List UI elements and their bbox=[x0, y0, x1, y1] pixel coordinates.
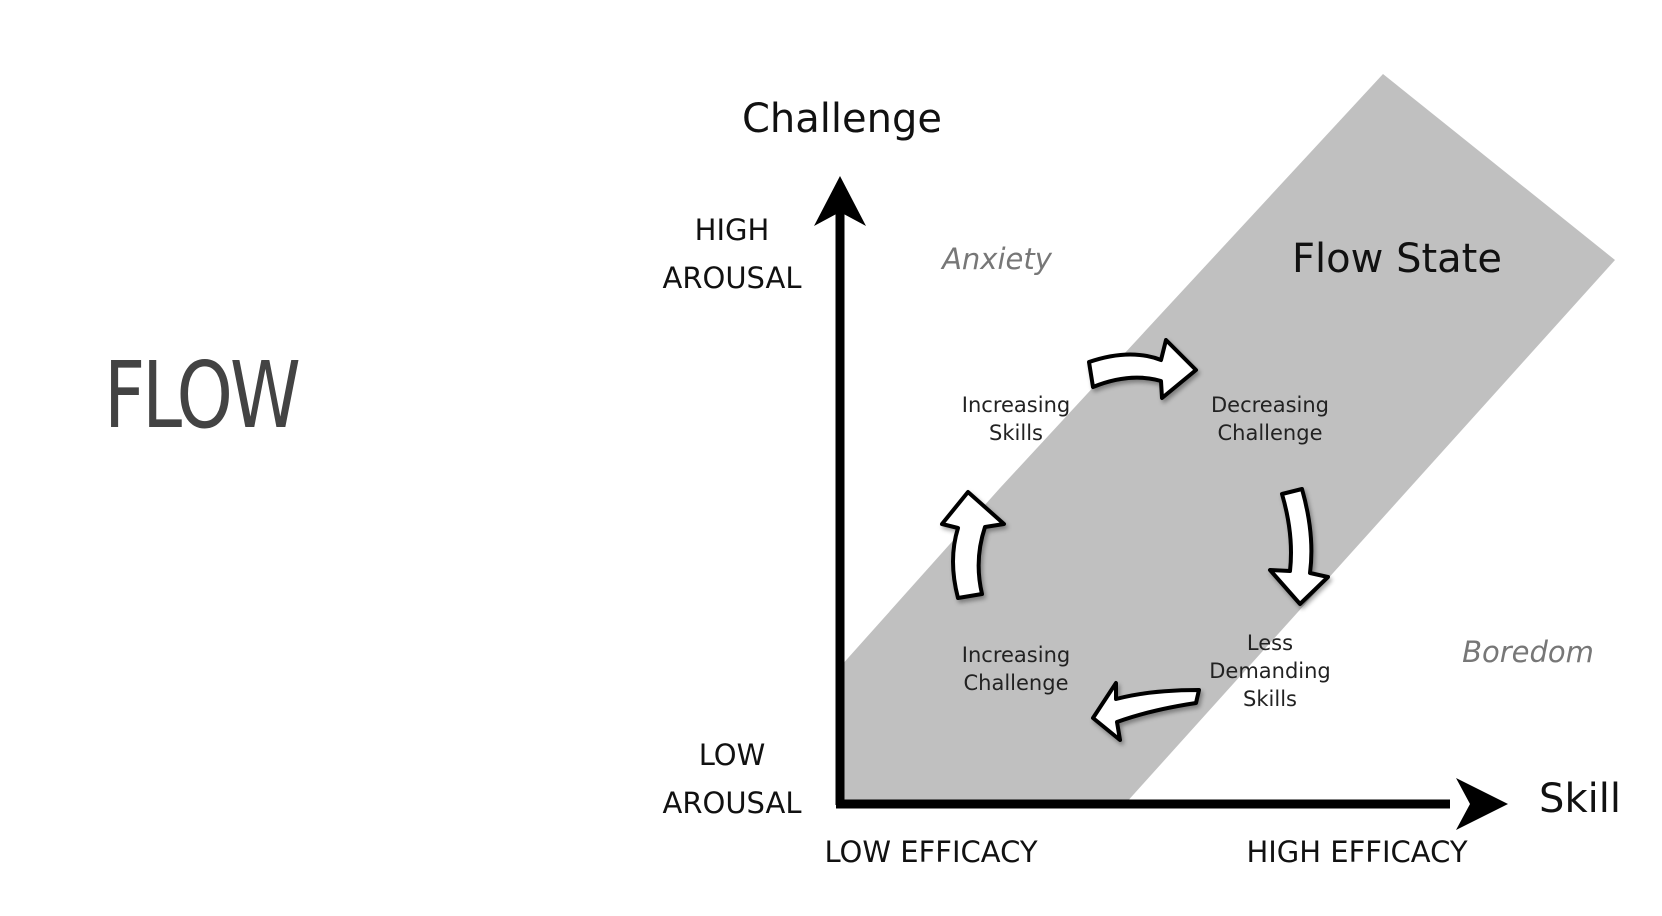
cycle-arrow-right-icon bbox=[1087, 338, 1198, 400]
step-less-demanding-skills: Less Demanding Skills bbox=[1209, 631, 1331, 711]
y-axis-arrowhead bbox=[814, 176, 866, 226]
region-boredom: Boredom bbox=[1462, 635, 1594, 669]
x-axis-arrowhead bbox=[1456, 778, 1508, 830]
step-decreasing-challenge: Decreasing Challenge bbox=[1211, 393, 1329, 445]
step-increasing-skills-line2: Skills bbox=[989, 421, 1043, 445]
x-high-label: HIGH EFFICACY bbox=[1246, 835, 1467, 869]
y-high-label-line2: AROUSAL bbox=[663, 261, 802, 295]
step-increasing-challenge-line2: Challenge bbox=[964, 671, 1069, 695]
y-high-label-line1: HIGH bbox=[695, 213, 770, 247]
region-anxiety: Anxiety bbox=[940, 242, 1053, 276]
y-low-label: LOW AROUSAL bbox=[663, 738, 802, 820]
step-increasing-skills: Increasing Skills bbox=[962, 393, 1070, 445]
step-less-demanding-skills-line2: Demanding bbox=[1209, 659, 1331, 683]
step-less-demanding-skills-line1: Less bbox=[1247, 631, 1293, 655]
cycle-arrow-up-icon bbox=[940, 490, 1006, 600]
step-increasing-challenge-line1: Increasing bbox=[962, 643, 1070, 667]
flow-channel-band bbox=[840, 74, 1615, 804]
x-axis-title: Skill bbox=[1539, 776, 1621, 822]
step-decreasing-challenge-line1: Decreasing bbox=[1211, 393, 1329, 417]
y-high-label: HIGH AROUSAL bbox=[663, 213, 802, 295]
step-increasing-challenge: Increasing Challenge bbox=[962, 643, 1070, 695]
cycle-arrow-left-icon bbox=[1091, 681, 1201, 742]
slide-title: FLOW bbox=[104, 342, 301, 449]
x-axis bbox=[836, 778, 1508, 830]
step-increasing-skills-line1: Increasing bbox=[962, 393, 1070, 417]
step-less-demanding-skills-line3: Skills bbox=[1243, 687, 1297, 711]
y-low-label-line1: LOW bbox=[699, 738, 766, 772]
step-decreasing-challenge-line2: Challenge bbox=[1218, 421, 1323, 445]
x-low-label: LOW EFFICACY bbox=[824, 835, 1037, 869]
cycle-arrow-down-icon bbox=[1268, 487, 1330, 606]
y-axis bbox=[814, 176, 866, 805]
y-axis-title: Challenge bbox=[742, 96, 942, 142]
y-low-label-line2: AROUSAL bbox=[663, 786, 802, 820]
region-flow-state: Flow State bbox=[1292, 236, 1502, 282]
